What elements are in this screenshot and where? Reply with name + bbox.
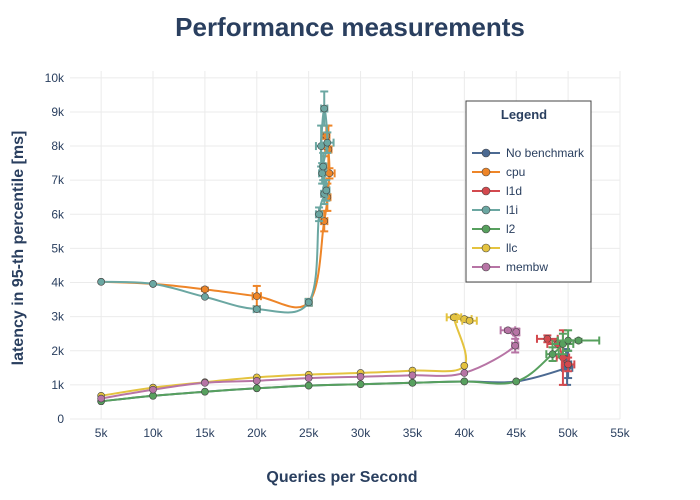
- l1i-data-point: [318, 169, 326, 178]
- x-tick-label: 40k: [455, 426, 475, 440]
- legend-label: l1i: [506, 203, 518, 217]
- l2-data-point: [548, 350, 557, 358]
- y-tick-label: 10k: [45, 71, 65, 85]
- x-tick-label: 10k: [143, 426, 163, 440]
- l1i-data-point: [319, 162, 328, 171]
- legend-item-l2: l2: [472, 222, 516, 236]
- membw-data-point: [304, 374, 313, 382]
- l2-data-point: [356, 380, 365, 389]
- legend-swatch-marker: [481, 262, 491, 272]
- l1i-data-point: [320, 104, 329, 113]
- cpu-data-point: [252, 292, 261, 300]
- l2-data-point: [460, 377, 469, 386]
- l1i-data-point: [315, 210, 323, 219]
- series-layer: [97, 90, 601, 406]
- l1i-data-point: [252, 305, 261, 313]
- legend-swatch-marker: [481, 167, 491, 177]
- x-tick-label: 25k: [299, 426, 319, 440]
- y-tick-label: 1k: [51, 378, 65, 392]
- l2-data-point: [304, 381, 313, 390]
- legend-label: membw: [506, 260, 548, 274]
- series-l1i: [97, 90, 335, 314]
- y-tick-label: 6k: [51, 207, 65, 221]
- legend-swatch-marker: [481, 205, 491, 215]
- x-tick-label: 50k: [558, 426, 578, 440]
- cpu-data-point: [201, 285, 209, 294]
- l2-data-point: [574, 336, 583, 345]
- l2-data-point: [252, 384, 261, 393]
- legend-item-llc: llc: [472, 241, 517, 255]
- y-axis-title: latency in 95-th percentile [ms]: [10, 131, 27, 366]
- tick-labels: 5k 10k 15k 20k 25k 30k 35k 40k 45k 50k 55k 0 1k 2k 3k 4…: [45, 71, 631, 440]
- llc-data-point: [465, 316, 474, 325]
- legend-item-membw: membw: [472, 260, 548, 274]
- legend: Legend No benchmark cpu l1d l1i l2 llc membw: [465, 100, 592, 283]
- membw-data-point: [511, 341, 519, 350]
- y-tick-label: 5k: [51, 241, 65, 255]
- legend-label: llc: [506, 241, 517, 255]
- x-tick-label: 15k: [195, 426, 215, 440]
- y-tick-label: 9k: [51, 105, 65, 119]
- membw-data-point: [149, 385, 157, 394]
- l1i-data-point: [149, 280, 157, 288]
- legend-swatch-marker: [481, 148, 491, 158]
- legend-label: l1d: [506, 184, 522, 198]
- series-membw: [97, 326, 521, 403]
- l1i-data-point: [322, 186, 331, 195]
- x-axis-title: Queries per Second: [266, 469, 417, 486]
- legend-item-l1i: l1i: [472, 203, 518, 217]
- l2-data-point: [512, 377, 521, 386]
- y-tick-label: 7k: [51, 173, 65, 187]
- y-tick-label: 8k: [51, 139, 65, 153]
- membw-data-point: [460, 369, 469, 377]
- membw-data-point: [408, 371, 417, 380]
- l1d-data-point: [564, 360, 572, 369]
- membw-data-point: [356, 372, 365, 381]
- membw-data-point: [252, 376, 261, 385]
- legend-swatch-marker: [481, 224, 491, 234]
- legend-items: No benchmark cpu l1d l1i l2 llc membw: [472, 146, 585, 274]
- l2-data-point: [408, 379, 417, 387]
- membw-data-point: [201, 379, 209, 387]
- x-tick-label: 30k: [351, 426, 371, 440]
- membw-data-point: [97, 394, 105, 403]
- membw-data-point: [512, 328, 521, 336]
- l1i-data-point: [201, 293, 209, 301]
- legend-title: Legend: [501, 107, 547, 122]
- x-tick-label: 5k: [95, 426, 109, 440]
- l2-data-point: [201, 387, 209, 396]
- l1i-data-point: [323, 138, 332, 147]
- membw-data-point: [504, 326, 512, 335]
- x-tick-label: 35k: [403, 426, 423, 440]
- legend-label: No benchmark: [506, 146, 585, 160]
- legend-label: cpu: [506, 165, 525, 179]
- x-tick-label: 20k: [247, 426, 267, 440]
- l1i-data-point: [304, 298, 313, 307]
- legend-swatch-marker: [481, 243, 491, 253]
- y-tick-label: 0: [57, 412, 64, 426]
- chart-title: Performance measurements: [175, 12, 525, 42]
- legend-item-cpu: cpu: [472, 165, 525, 179]
- x-tick-label: 45k: [507, 426, 527, 440]
- legend-item-no-benchmark: No benchmark: [472, 146, 585, 160]
- series-l2: [97, 329, 601, 406]
- llc-data-point: [460, 361, 469, 370]
- legend-swatch-marker: [481, 186, 491, 196]
- y-tick-label: 2k: [51, 344, 65, 358]
- y-tick-label: 4k: [51, 276, 65, 290]
- y-tick-label: 3k: [51, 310, 65, 324]
- x-tick-label: 55k: [610, 426, 630, 440]
- legend-label: l2: [506, 222, 516, 236]
- legend-item-l1d: l1d: [472, 184, 522, 198]
- l1i-data-point: [97, 278, 105, 286]
